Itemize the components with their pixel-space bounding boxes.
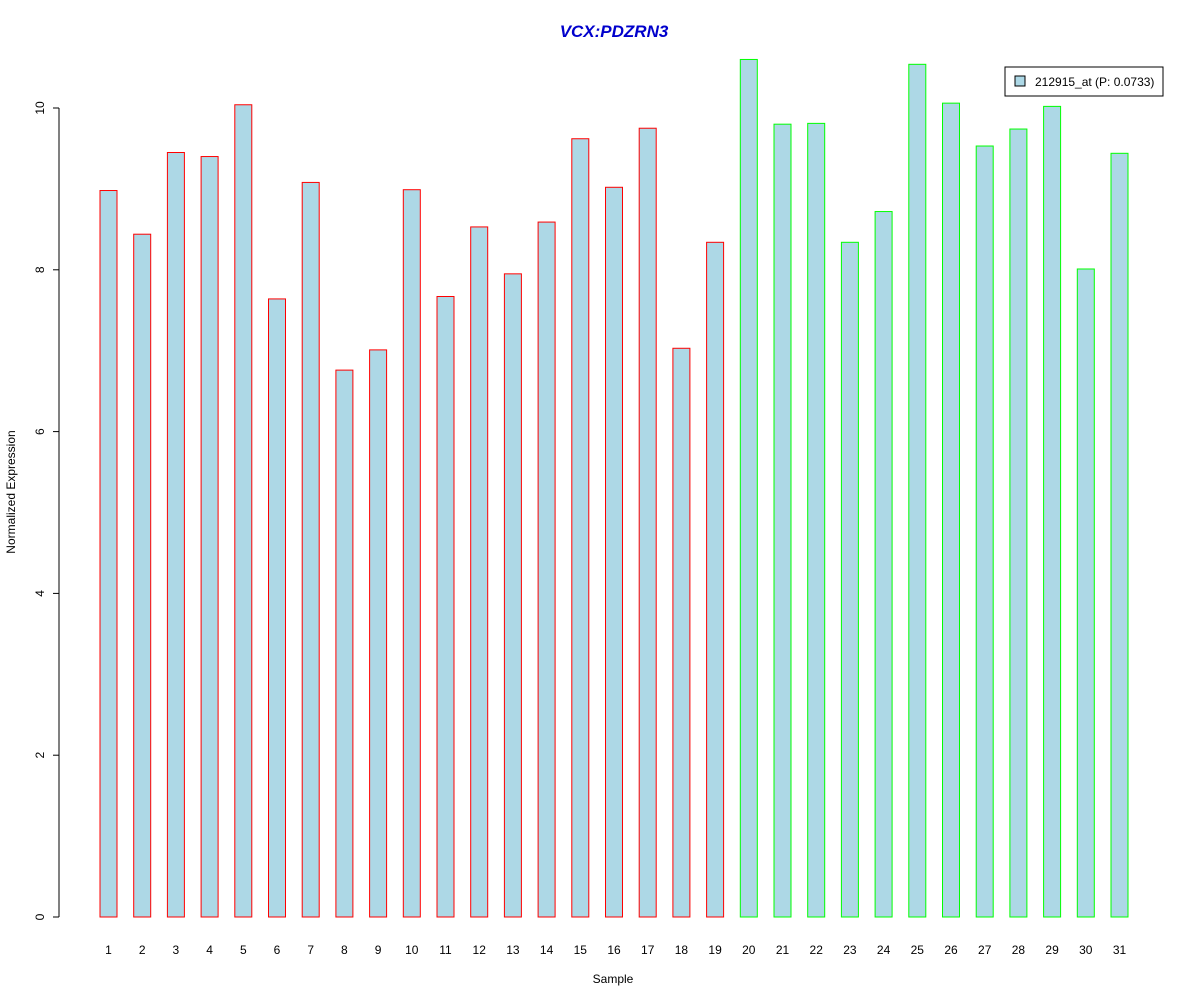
x-tick-label: 1: [105, 943, 112, 957]
bar-sample-9: [369, 349, 388, 918]
x-tick-label: 31: [1113, 943, 1127, 957]
chart-title: VCX:PDZRN3: [560, 22, 669, 41]
y-tick-label: 8: [33, 266, 47, 273]
bar-sample-18: [672, 347, 691, 918]
bar-sample-20: [739, 58, 758, 918]
bar-sample-23: [840, 241, 859, 918]
bar-sample-30: [1076, 268, 1095, 918]
bar-sample-3: [166, 151, 185, 918]
x-tick-label: 8: [341, 943, 348, 957]
bar-sample-13: [503, 273, 522, 918]
legend-box: [1004, 66, 1164, 97]
y-tick-label: 6: [33, 428, 47, 435]
y-axis-ticks: 0 2 4 6 8 10: [33, 101, 59, 920]
bar-sample-10: [402, 189, 421, 918]
bar-sample-22: [807, 122, 826, 918]
legend: 212915_at (P: 0.0733): [1004, 66, 1164, 97]
bar-sample-8: [335, 369, 354, 918]
x-tick-label: 22: [810, 943, 824, 957]
x-axis-label: Sample: [593, 972, 634, 986]
x-tick-label: 11: [439, 943, 452, 957]
bar-sample-1: [99, 190, 118, 918]
x-tick-label: 12: [473, 943, 487, 957]
bar-sample-19: [706, 241, 725, 918]
bar-sample-5: [234, 104, 253, 918]
x-tick-label: 5: [240, 943, 247, 957]
bar-sample-2: [133, 233, 152, 918]
bar-sample-26: [942, 102, 960, 918]
bar-sample-27: [975, 145, 994, 918]
x-tick-label: 28: [1012, 943, 1026, 957]
x-tick-label: 9: [375, 943, 382, 957]
bar-sample-31: [1110, 152, 1129, 918]
x-tick-label: 21: [776, 943, 790, 957]
x-tick-label: 19: [708, 943, 722, 957]
x-tick-label: 30: [1079, 943, 1093, 957]
bar-sample-7: [301, 181, 320, 918]
x-axis-tick-labels: 1 2 3 4 5 6 7 8 9 10 11 12 13 14 15 16 17 18 19 20 21 22 23 24 2…: [105, 943, 1126, 957]
x-tick-label: 13: [506, 943, 520, 957]
legend-swatch: [1014, 75, 1026, 87]
x-tick-label: 29: [1045, 943, 1059, 957]
legend-series-label: 212915_at (P: 0.0733): [1035, 75, 1154, 89]
x-tick-label: 14: [540, 943, 554, 957]
y-tick-label: 10: [33, 101, 47, 115]
x-tick-label: 23: [843, 943, 857, 957]
x-tick-label: 3: [173, 943, 180, 957]
x-tick-label: 6: [274, 943, 281, 957]
x-tick-label: 26: [944, 943, 958, 957]
bar-sample-21: [773, 123, 792, 918]
bar-sample-24: [874, 211, 893, 918]
bar-sample-28: [1009, 128, 1028, 918]
y-axis-label: Normalized Expression: [4, 430, 18, 553]
bar-sample-15: [571, 138, 590, 918]
x-tick-label: 17: [641, 943, 655, 957]
bar-sample-6: [268, 298, 286, 918]
x-tick-label: 4: [206, 943, 213, 957]
x-tick-label: 27: [978, 943, 992, 957]
bar-sample-25: [908, 63, 927, 918]
y-tick-label: 0: [33, 913, 47, 920]
x-tick-label: 7: [307, 943, 314, 957]
bar-sample-17: [638, 127, 657, 918]
x-tick-label: 18: [675, 943, 689, 957]
x-tick-label: 15: [574, 943, 588, 957]
x-tick-label: 24: [877, 943, 891, 957]
x-tick-label: 16: [607, 943, 621, 957]
x-tick-label: 20: [742, 943, 756, 957]
bar-sample-16: [605, 186, 623, 918]
x-tick-label: 25: [911, 943, 925, 957]
y-tick-label: 2: [33, 752, 47, 759]
y-tick-label: 4: [33, 590, 47, 597]
bars: [99, 58, 1129, 918]
bar-sample-14: [537, 221, 556, 918]
x-tick-label: 2: [139, 943, 146, 957]
bar-sample-4: [200, 156, 219, 918]
bar-sample-11: [436, 295, 455, 918]
bar-sample-12: [470, 226, 489, 918]
x-tick-label: 10: [405, 943, 419, 957]
bar-sample-29: [1043, 105, 1062, 918]
